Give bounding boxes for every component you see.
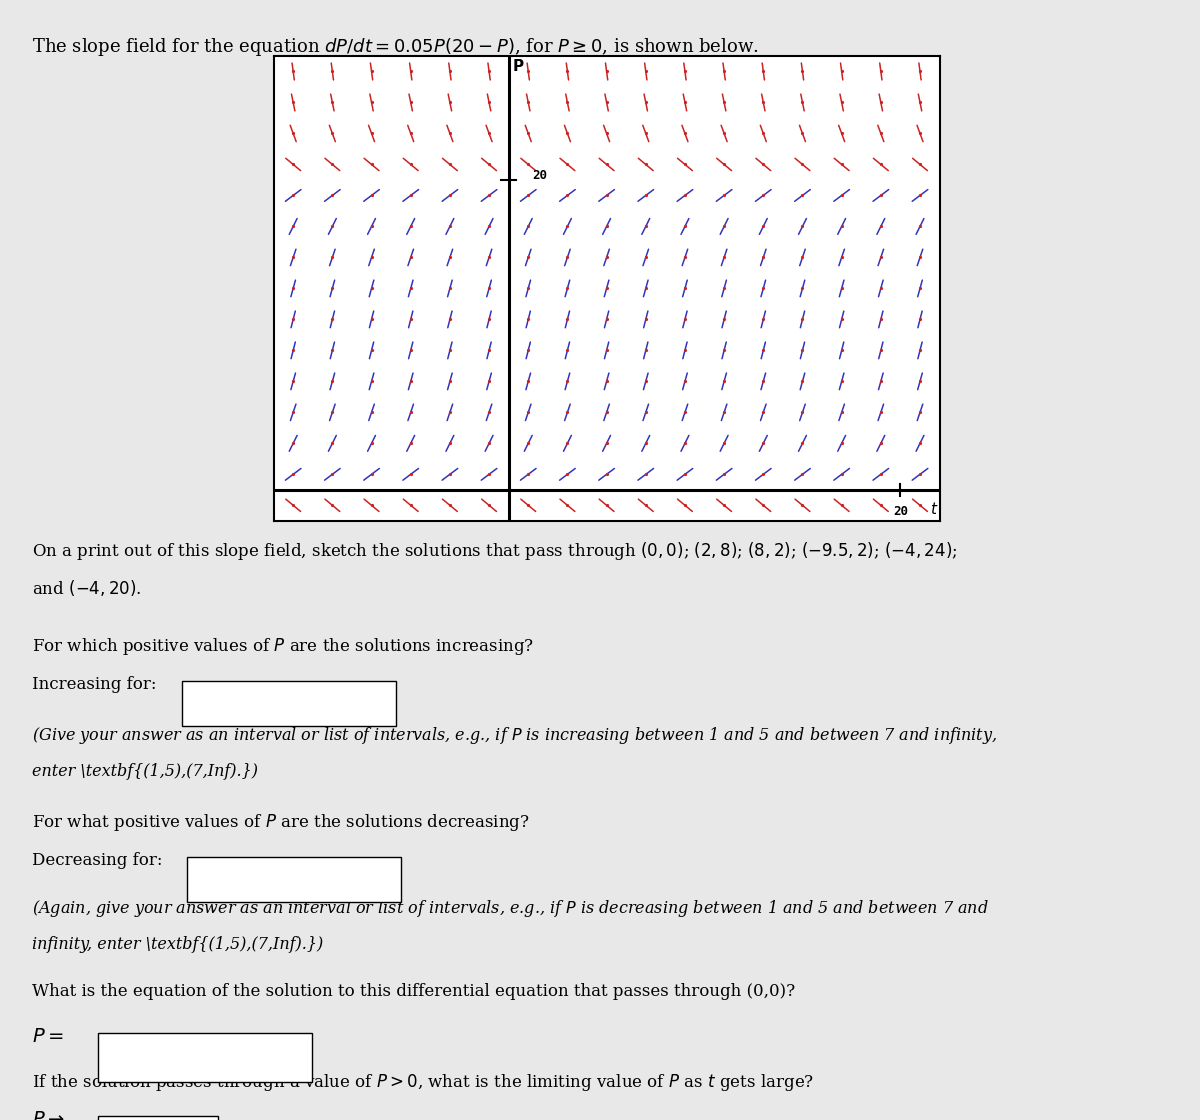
Text: What is the equation of the solution to this differential equation that passes t: What is the equation of the solution to … (32, 983, 796, 1000)
Text: enter \textbf{(1,5),(7,Inf).}): enter \textbf{(1,5),(7,Inf).}) (32, 763, 258, 780)
FancyBboxPatch shape (187, 857, 401, 902)
Text: The slope field for the equation $dP/dt = 0.05P(20 - P)$, for $P \geq 0$, is sho: The slope field for the equation $dP/dt … (32, 36, 760, 58)
Text: $P =$: $P =$ (32, 1028, 65, 1046)
Text: and $(-4, 20)$.: and $(-4, 20)$. (32, 578, 142, 598)
Text: (Again, give your answer as an interval or list of intervals, e.g., if $P$ is de: (Again, give your answer as an interval … (32, 898, 989, 920)
FancyBboxPatch shape (182, 681, 396, 726)
Text: For which positive values of $P$ are the solutions increasing?: For which positive values of $P$ are the… (32, 636, 534, 657)
Text: t: t (930, 502, 936, 517)
Text: P: P (512, 59, 524, 74)
Text: 20: 20 (893, 505, 908, 519)
Text: (Give your answer as an interval or list of intervals, e.g., if $P$ is increasin: (Give your answer as an interval or list… (32, 725, 997, 746)
Text: 20: 20 (532, 169, 547, 181)
Text: infinity, enter \textbf{(1,5),(7,Inf).}): infinity, enter \textbf{(1,5),(7,Inf).}) (32, 936, 324, 953)
Text: $P \to$: $P \to$ (32, 1111, 65, 1120)
Text: Increasing for:: Increasing for: (32, 676, 157, 693)
FancyBboxPatch shape (98, 1033, 312, 1082)
Text: For what positive values of $P$ are the solutions decreasing?: For what positive values of $P$ are the … (32, 812, 530, 833)
Text: If the solution passes through a value of $P > 0$, what is the limiting value of: If the solution passes through a value o… (32, 1072, 815, 1093)
Text: On a print out of this slope field, sketch the solutions that pass through $(0, : On a print out of this slope field, sket… (32, 540, 958, 562)
Text: Decreasing for:: Decreasing for: (32, 852, 163, 869)
FancyBboxPatch shape (98, 1116, 218, 1120)
